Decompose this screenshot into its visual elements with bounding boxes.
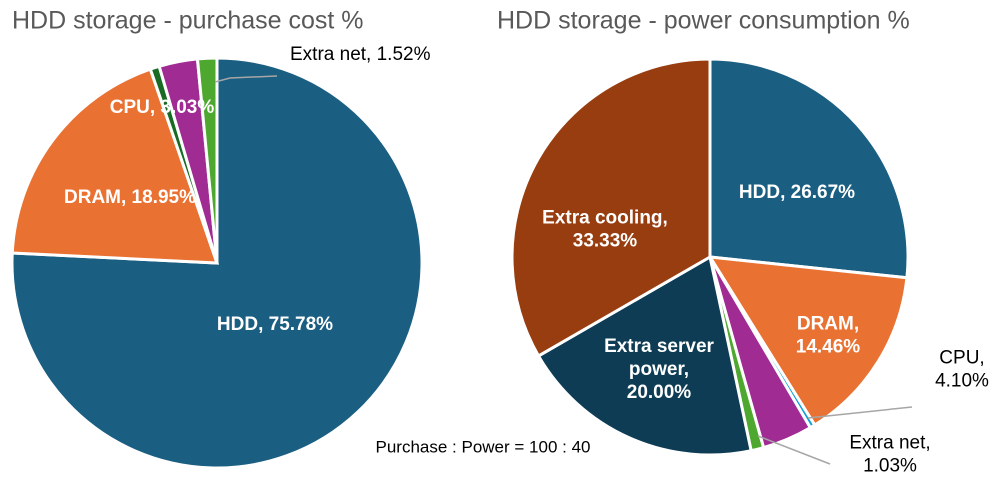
leader-line (757, 435, 831, 465)
data-label: DRAM, 14.46% (796, 314, 861, 358)
data-label: Extra cooling, 33.33% (542, 208, 668, 252)
data-label: Extra net, 1.03% (849, 433, 930, 477)
data-label: CPU, 4.10% (935, 348, 989, 392)
data-label: DRAM, 18.95% (64, 187, 196, 208)
leader-line (214, 75, 278, 83)
leader-line (807, 406, 913, 419)
pie-slice (510, 57, 712, 359)
data-label: Extra server power, 20.00% (604, 336, 714, 403)
chart-title: HDD storage - purchase cost % (12, 7, 364, 35)
pie-slice (708, 57, 910, 280)
pie-slice (195, 56, 219, 264)
data-label: Extra net, 1.52% (290, 44, 431, 65)
data-label: HDD, 26.67% (739, 182, 855, 203)
pie-slice (536, 254, 753, 457)
chart-title: HDD storage - power consumption % (497, 7, 910, 35)
data-label: CPU, 3.03% (110, 97, 215, 118)
data-label: HDD, 75.78% (217, 314, 333, 335)
caption: Purchase : Power = 100 : 40 (376, 437, 591, 456)
